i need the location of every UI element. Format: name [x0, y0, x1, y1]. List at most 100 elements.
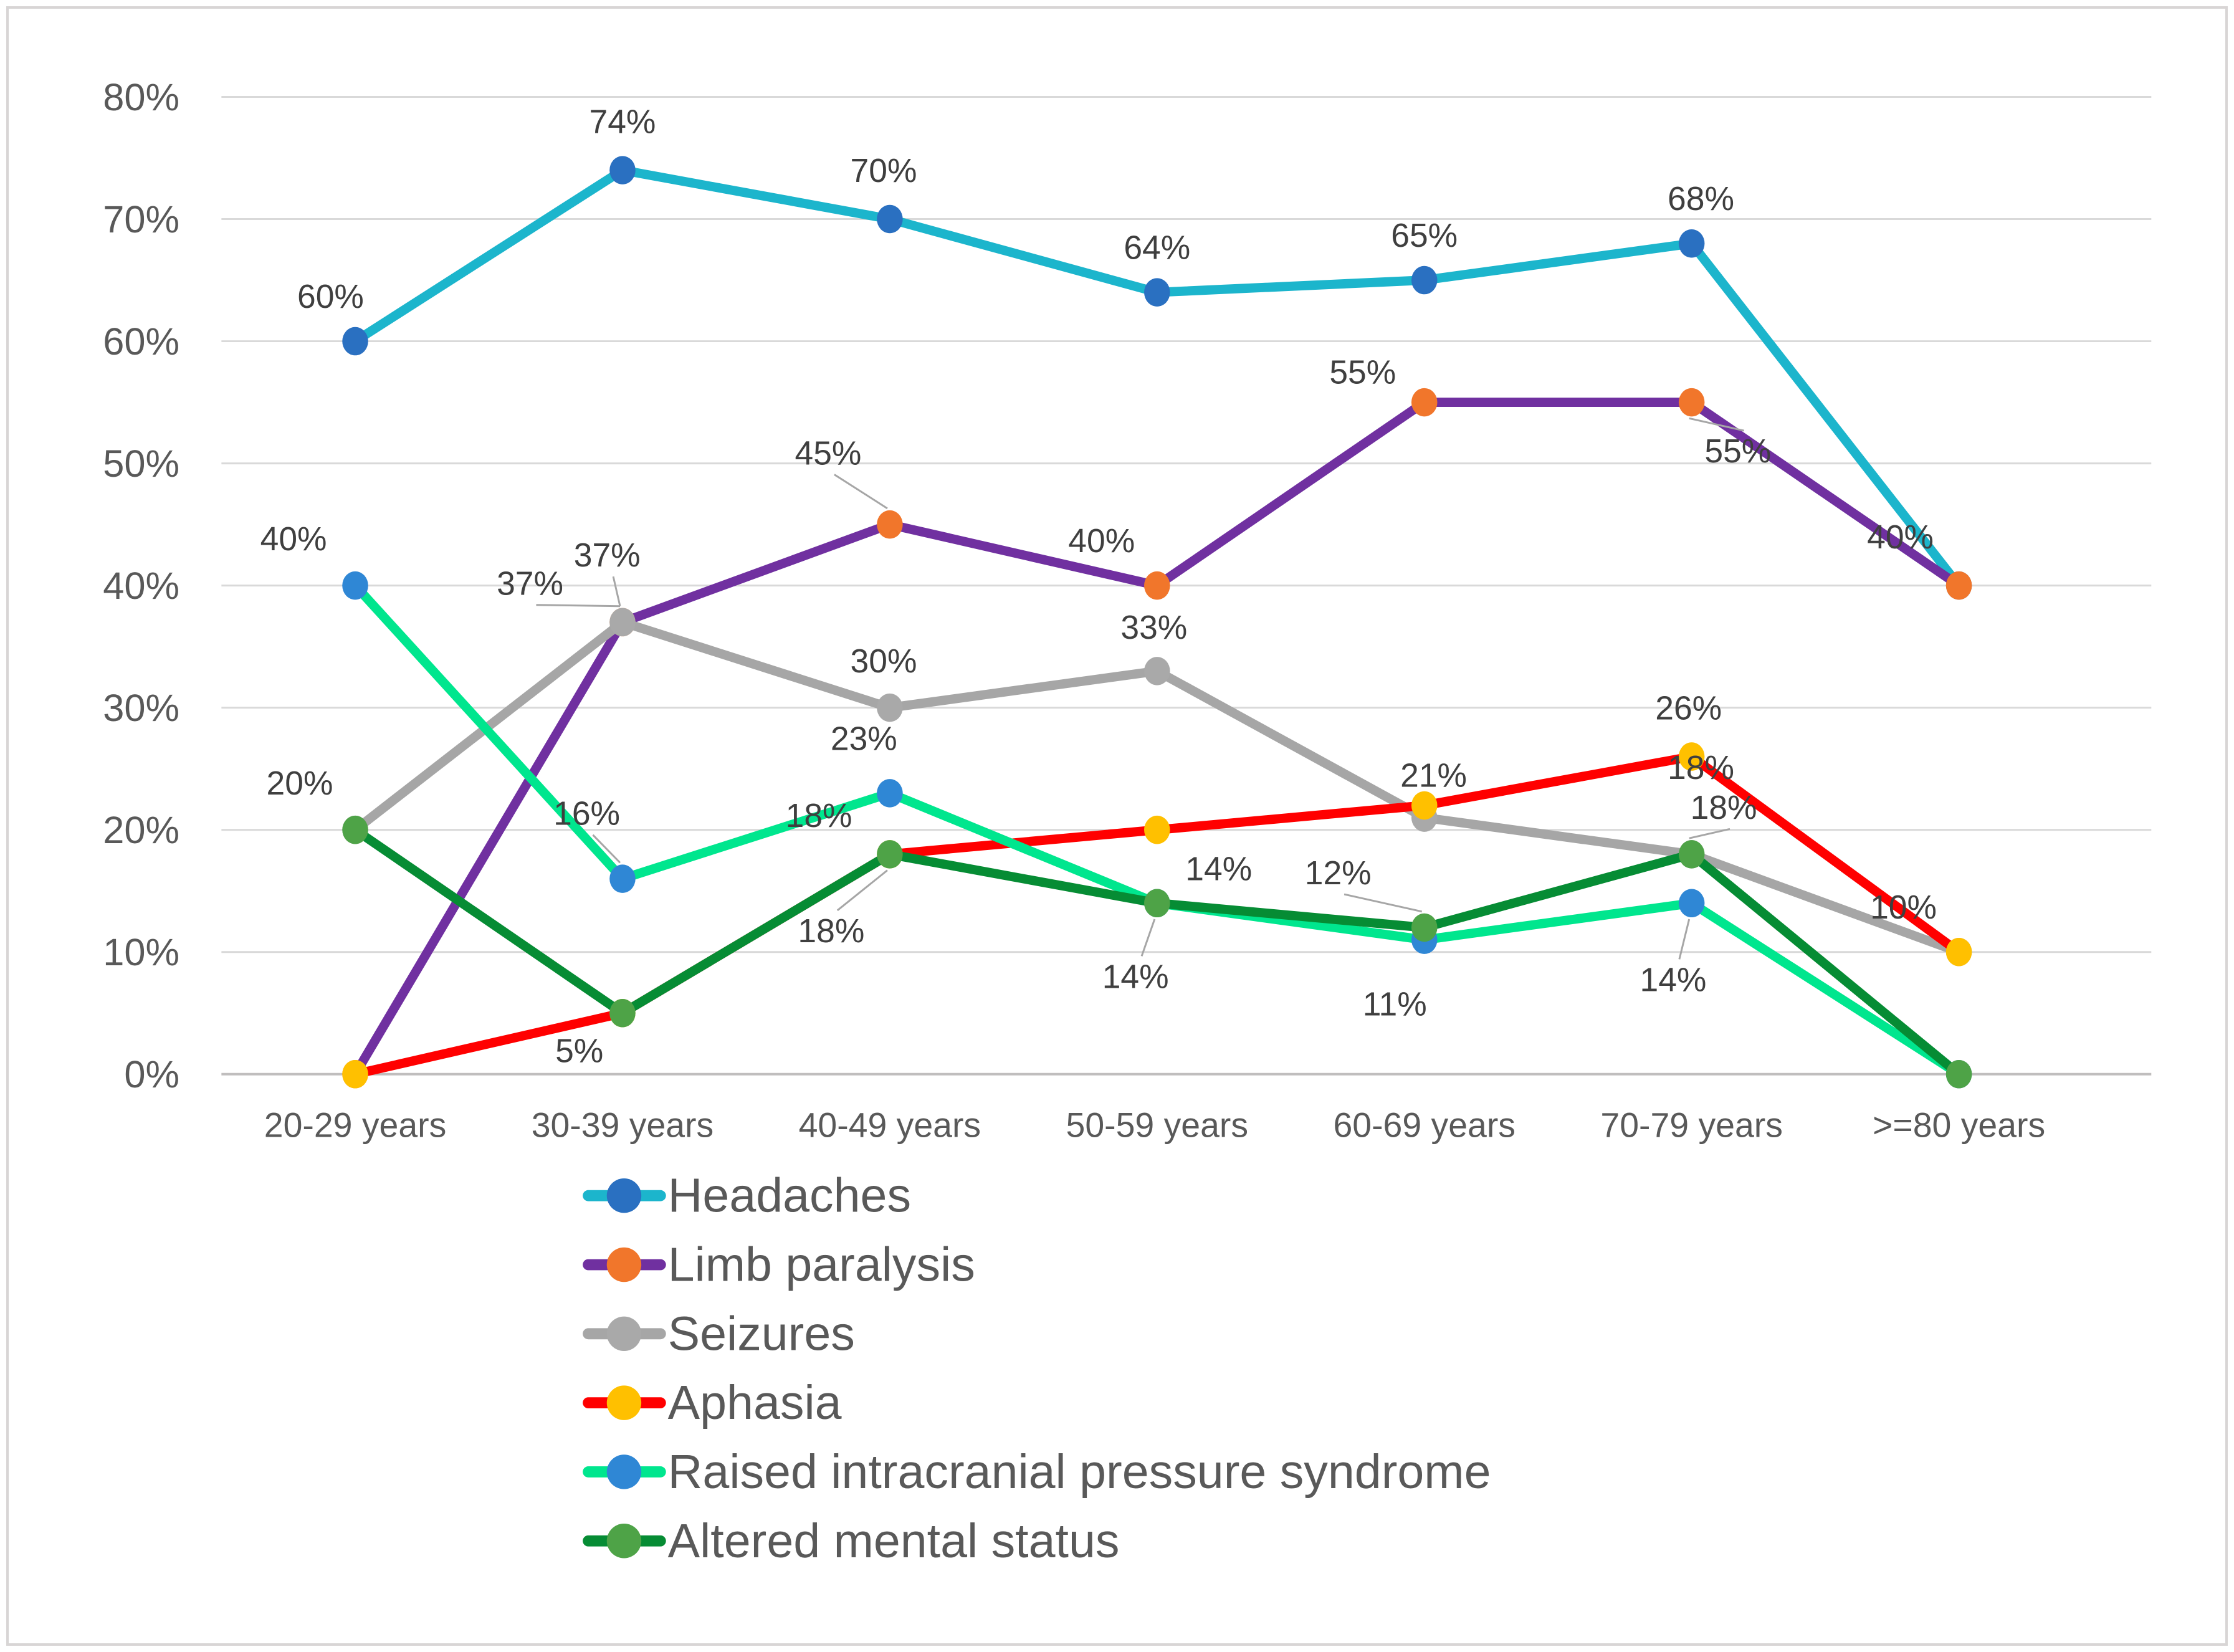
series-0-point-1: [609, 156, 636, 184]
data-label: 37%: [497, 566, 563, 603]
legend-label: Aphasia: [668, 1376, 842, 1430]
data-label: 14%: [1102, 959, 1169, 996]
data-label: 65%: [1391, 217, 1458, 254]
series-3-point-4: [1411, 791, 1438, 820]
data-label: 21%: [1400, 757, 1467, 794]
legend-swatch-marker: [606, 1524, 642, 1559]
series-3-point-0: [342, 1059, 368, 1089]
data-label: 55%: [1329, 355, 1396, 391]
y-tick-label: 60%: [103, 320, 179, 363]
data-label: 18%: [1668, 750, 1734, 786]
series-3-point-3: [1144, 815, 1170, 844]
y-tick-label: 30%: [103, 686, 179, 729]
x-axis-label: 50-59 years: [1066, 1106, 1249, 1145]
x-axis-label: 70-79 years: [1600, 1106, 1783, 1145]
data-label: 10%: [1870, 889, 1937, 926]
series-1-point-5: [1678, 388, 1705, 417]
legend-label: Altered mental status: [668, 1514, 1120, 1568]
legend-label: Raised intracranial pressure syndrome: [668, 1445, 1491, 1499]
data-label: 74%: [590, 103, 656, 140]
series-4-point-2: [877, 779, 903, 808]
data-label: 37%: [574, 537, 641, 574]
y-tick-label: 20%: [103, 808, 179, 851]
legend-swatch-marker: [606, 1454, 642, 1489]
series-3-point-5: [1678, 742, 1705, 771]
data-label: 18%: [1691, 790, 1757, 826]
data-label: 55%: [1704, 433, 1771, 470]
legend-swatch-marker: [606, 1316, 642, 1352]
series-2-point-1: [609, 608, 636, 637]
data-label: 64%: [1124, 229, 1190, 266]
data-label: 12%: [1305, 855, 1372, 892]
x-axis-label: >=80 years: [1873, 1106, 2045, 1145]
series-5-point-1: [609, 998, 636, 1028]
series-5-point-6: [1945, 1059, 1972, 1089]
x-axis-label: 20-29 years: [264, 1106, 447, 1145]
data-label: 40%: [260, 521, 327, 558]
series-3-point-6: [1945, 937, 1972, 967]
x-axis-label: 40-49 years: [799, 1106, 981, 1145]
series-5-point-4: [1411, 913, 1438, 942]
data-label: 70%: [851, 153, 917, 189]
series-4-point-1: [609, 864, 636, 893]
data-label: 40%: [1867, 519, 1934, 556]
label-leader-line: [612, 576, 621, 607]
line-chart: 0% 10% 20% 30% 40% 50% 60% 70% 80% 20-29 years 30-…: [103, 75, 2152, 1568]
label-leader-line: [834, 474, 888, 510]
label-leader-line: [592, 834, 621, 864]
series-0-point-3: [1144, 278, 1170, 307]
series-5-point-3: [1144, 889, 1170, 918]
legend-label: Limb paralysis: [668, 1238, 975, 1291]
y-tick-label: 0%: [124, 1053, 179, 1096]
data-label: 33%: [1120, 609, 1187, 646]
data-label: 5%: [555, 1033, 603, 1070]
label-leader-line: [836, 869, 888, 912]
series-1-point-3: [1144, 571, 1170, 600]
data-label: 20%: [267, 765, 333, 802]
data-label: 23%: [831, 720, 897, 757]
data-label: 60%: [297, 279, 364, 315]
legend-swatch-marker: [606, 1178, 642, 1213]
legend-label: Seizures: [668, 1307, 855, 1360]
series-1-point-4: [1411, 388, 1438, 417]
data-label: 40%: [1068, 523, 1135, 560]
data-label: 45%: [795, 435, 861, 472]
label-leader-line: [1344, 893, 1423, 913]
chart-card: 0% 10% 20% 30% 40% 50% 60% 70% 80% 20-29 years 30-…: [6, 6, 2228, 1646]
label-leader-line: [1678, 919, 1691, 960]
series-0-point-2: [877, 204, 903, 234]
series-0-point-0: [342, 327, 368, 356]
legend-label: Headaches: [668, 1169, 911, 1223]
legend-swatch-marker: [606, 1247, 642, 1282]
data-label: 16%: [553, 796, 620, 833]
legend-swatch-marker: [606, 1385, 642, 1420]
y-tick-label: 40%: [103, 564, 179, 607]
series-4-point-0: [342, 571, 368, 600]
x-axis-label: 30-39 years: [532, 1106, 714, 1145]
label-leader-line: [1689, 417, 1745, 432]
series-4-point-5: [1678, 889, 1705, 918]
series-0-point-4: [1411, 265, 1438, 295]
data-label: 18%: [786, 798, 852, 834]
data-label: 30%: [851, 643, 917, 680]
data-label: 14%: [1640, 962, 1707, 998]
data-label: 68%: [1668, 181, 1734, 217]
series-2-point-3: [1144, 657, 1170, 685]
series-5-point-0: [342, 815, 368, 844]
series-2-point-2: [877, 693, 903, 722]
label-leader-line: [1689, 828, 1730, 839]
series-1-point-2: [877, 510, 903, 539]
label-leader-line: [536, 604, 621, 608]
series-5-point-2: [877, 840, 903, 869]
series-5-point-5: [1678, 840, 1705, 869]
data-label: 14%: [1185, 851, 1252, 887]
x-axis-label: 60-69 years: [1333, 1106, 1516, 1145]
data-label: 11%: [1363, 986, 1427, 1023]
y-tick-label: 50%: [103, 442, 179, 485]
y-tick-label: 70%: [103, 198, 179, 241]
series-0-point-5: [1678, 229, 1705, 258]
data-label: 18%: [798, 913, 864, 950]
label-leader-line: [1140, 919, 1156, 957]
series-1-point-6: [1945, 571, 1972, 600]
y-tick-label: 10%: [103, 930, 179, 973]
